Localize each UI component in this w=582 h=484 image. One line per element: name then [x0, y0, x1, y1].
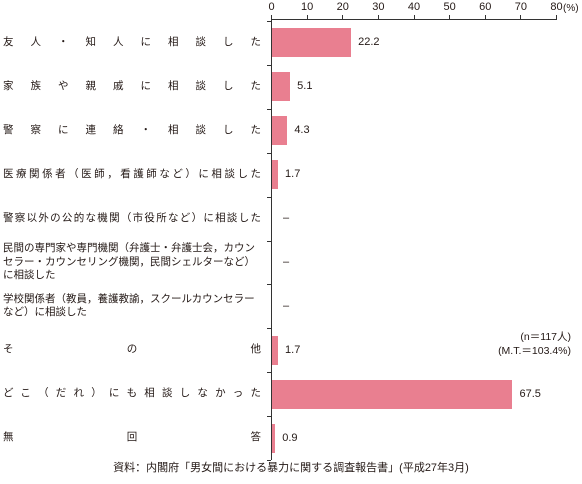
x-tick-label: 10 — [301, 1, 314, 13]
y-tick-mark — [267, 372, 271, 374]
category-row: 友人・知人に相談した — [3, 21, 261, 65]
category-label: 医療関係者（医師，看護師など）に相談した — [3, 167, 261, 180]
x-tick-label: 40 — [407, 1, 421, 13]
category-label: 家族や親戚に相談した — [3, 80, 261, 93]
y-tick-mark — [267, 64, 271, 66]
bar — [272, 28, 352, 58]
x-tick-mark — [484, 15, 486, 19]
y-tick-mark — [267, 328, 271, 330]
y-tick-mark — [267, 21, 271, 22]
data-label: 22.2 — [358, 36, 380, 49]
x-axis-line — [271, 19, 557, 20]
x-tick-mark — [306, 15, 308, 19]
y-tick-mark — [267, 240, 271, 242]
y-tick-mark — [267, 416, 271, 418]
x-tick-label: 50 — [443, 1, 456, 13]
sample-size-note: (n＝117人) — [520, 331, 571, 343]
bar — [272, 72, 291, 102]
x-tick-mark — [413, 15, 415, 19]
category-row: 民間の専門家や専門機関（弁護士・弁護士会，カウン セラー・カウンセリング機関，民… — [3, 241, 261, 285]
y-tick-mark — [267, 196, 271, 198]
multiple-total-note: (M.T.＝103.4%) — [498, 345, 571, 357]
x-tick-label: 0 — [268, 1, 275, 13]
category-label: どこ（だれ）にも相談しなかった — [3, 387, 261, 400]
x-tick-label: 70 — [514, 1, 527, 13]
y-tick-mark — [267, 108, 271, 110]
category-label: 民間の専門家や専門機関（弁護士・弁護士会，カウン セラー・カウンセリング機関，民… — [3, 242, 255, 282]
category-row: 家族や親戚に相談した — [3, 65, 261, 109]
x-tick-mark — [556, 15, 557, 19]
category-row: 警察以外の公的な機関（市役所など）に相談した — [3, 197, 261, 241]
bar — [272, 423, 276, 453]
y-tick-mark — [267, 152, 271, 154]
category-label: 学校関係者（教員，養護教諭，スクールカウンセラー など）に相談した — [3, 292, 255, 319]
data-label: 1.7 — [285, 168, 301, 181]
category-row: 無回答 — [3, 416, 261, 460]
category-label: 警察以外の公的な機関（市役所など）に相談した — [3, 211, 261, 224]
bar — [272, 379, 513, 409]
x-tick-mark — [342, 15, 344, 19]
category-row: 警察に連絡・相談した — [3, 109, 261, 153]
bar — [272, 116, 288, 146]
category-label: 無回答 — [3, 431, 261, 444]
x-tick-mark — [449, 15, 451, 19]
data-label: – — [283, 212, 290, 225]
category-row: 学校関係者（教員，養護教諭，スクールカウンセラー など）に相談した — [3, 284, 261, 328]
y-tick-mark — [267, 460, 271, 461]
x-tick-mark — [271, 15, 272, 19]
x-tick-mark — [377, 15, 379, 19]
data-label: 4.3 — [294, 124, 310, 137]
category-row: 医療関係者（医師，看護師など）に相談した — [3, 153, 261, 197]
data-label: 5.1 — [297, 80, 313, 93]
category-label: その他 — [3, 343, 261, 356]
x-axis-unit: (%) — [563, 3, 579, 14]
source-caption: 資料：内閣府「男女間における暴力に関する調査報告書」(平成27年3月) — [113, 462, 469, 474]
category-label: 友人・知人に相談した — [3, 36, 261, 49]
data-label: – — [283, 255, 290, 268]
x-tick-label: 30 — [372, 1, 385, 13]
y-axis-line — [271, 19, 272, 460]
x-tick-label: 60 — [479, 1, 492, 13]
category-row: どこ（だれ）にも相談しなかった — [3, 372, 261, 416]
category-row: その他 — [3, 328, 261, 372]
category-label: 警察に連絡・相談した — [3, 123, 261, 136]
bar — [272, 335, 279, 365]
x-tick-label: 20 — [336, 1, 349, 13]
y-tick-mark — [267, 284, 271, 286]
data-label: – — [283, 299, 290, 312]
bar — [272, 160, 279, 190]
data-label: 1.7 — [285, 343, 301, 356]
x-tick-mark — [520, 15, 522, 19]
x-tick-label: 80 — [550, 1, 563, 13]
data-label: 67.5 — [519, 387, 541, 400]
data-label: 0.9 — [282, 431, 298, 444]
